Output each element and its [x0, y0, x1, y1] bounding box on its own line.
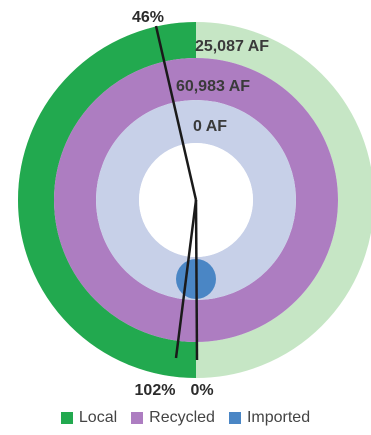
legend: Local Recycled Imported	[0, 406, 371, 430]
local-ring-arc	[18, 22, 197, 378]
legend-swatch-recycled	[131, 412, 144, 424]
legend-label-recycled: Recycled	[149, 409, 215, 426]
local-start-percent-label: 46%	[132, 9, 164, 26]
recycled-volume-label: 60,983 AF	[176, 78, 250, 95]
pointer-line-0	[194, 199, 199, 361]
pointer-line-46	[154, 25, 198, 201]
local-volume-label: 25,087 AF	[195, 38, 269, 55]
legend-item-imported: Imported	[228, 409, 311, 427]
imported-volume-label: 0 AF	[193, 118, 227, 135]
imported-end-percent-label: 0%	[190, 382, 213, 399]
radial-chart: 46% 25,087 AF 60,983 AF 0 AF 102% 0%	[18, 9, 371, 399]
legend-swatch-local	[60, 412, 73, 424]
legend-item-recycled: Recycled	[131, 409, 215, 427]
legend-label-imported: Imported	[246, 409, 311, 426]
pointer-line-102	[174, 199, 198, 359]
legend-swatch-imported	[228, 412, 241, 424]
legend-item-local: Local	[60, 409, 118, 427]
legend-label-local: Local	[78, 409, 118, 426]
local-end-percent-label: 102%	[135, 382, 176, 399]
